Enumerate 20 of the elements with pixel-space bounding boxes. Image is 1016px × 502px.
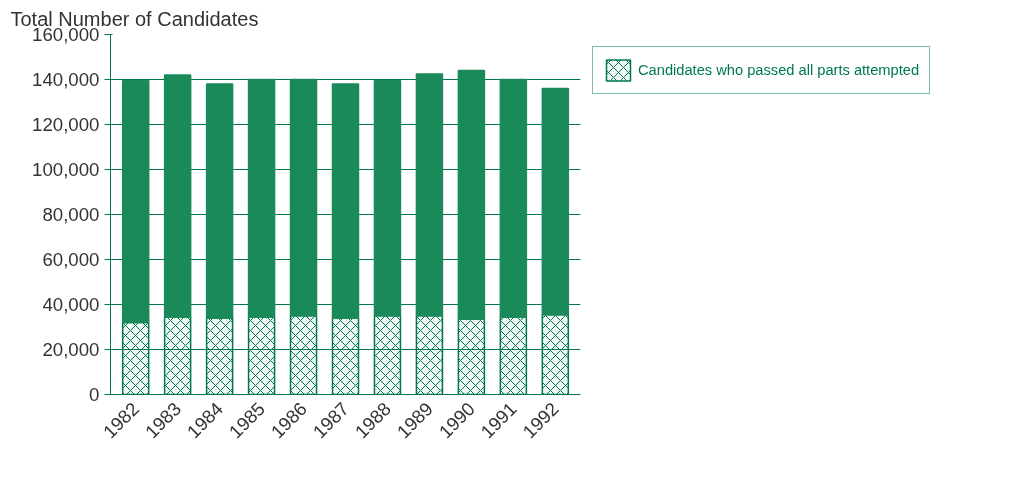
y-tick-label: 80,000 [42, 204, 100, 225]
bar [163, 74, 192, 318]
bar [121, 79, 150, 324]
legend-label: Candidates who passed all parts attempted [638, 62, 920, 78]
y-tick-label: 0 [89, 384, 100, 405]
bar [541, 87, 570, 316]
bar [247, 78, 276, 318]
y-tick-label: 60,000 [42, 249, 100, 270]
y-tick-label: 100,000 [32, 159, 100, 180]
bar [205, 83, 234, 319]
y-tick-label: 120,000 [32, 114, 100, 135]
bar [415, 73, 444, 317]
bar [289, 78, 318, 317]
y-tick-label: 40,000 [42, 294, 100, 315]
y-tick-label: 140,000 [32, 69, 100, 90]
bar [373, 79, 402, 317]
bar [457, 69, 486, 320]
bar [331, 83, 360, 319]
y-tick-label: 20,000 [42, 339, 100, 360]
bar [499, 78, 528, 318]
